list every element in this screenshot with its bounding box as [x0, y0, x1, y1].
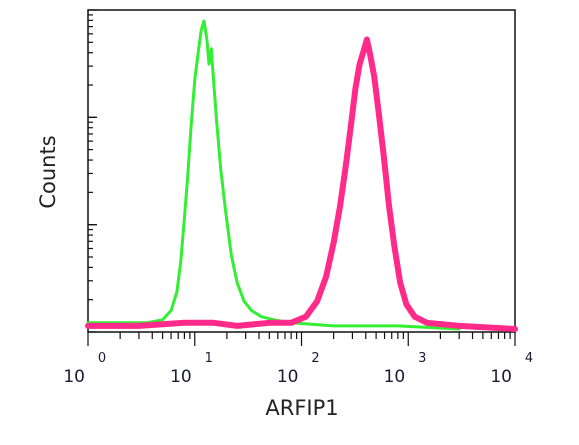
- x-tick-label-exponent: 2: [311, 351, 319, 366]
- x-tick-label-base: 10: [63, 367, 85, 387]
- plot-frame: [87, 9, 516, 333]
- x-tick-label-exponent: 4: [525, 351, 533, 366]
- x-tick-label-exponent: 3: [418, 351, 426, 366]
- series-layer: [85, 19, 518, 332]
- x-tick-label-exponent: 1: [205, 351, 213, 366]
- x-tick-label-base: 10: [277, 367, 299, 387]
- x-ticks: [87, 332, 516, 346]
- series-1-line: [86, 19, 461, 331]
- x-tick-label-exponent: 0: [98, 351, 106, 366]
- x-tick-labels: 10 0 10 1 10 2 10 3 10 4: [63, 351, 533, 387]
- x-tick-label-base: 10: [170, 367, 192, 387]
- x-axis-title: ARFIP1: [265, 396, 338, 420]
- y-minor-ticks: [88, 9, 97, 333]
- x-tick-label-base: 10: [490, 367, 512, 387]
- x-tick-label-base: 10: [384, 367, 406, 387]
- y-axis-title: Counts: [36, 135, 60, 208]
- series-2-line: [85, 36, 518, 332]
